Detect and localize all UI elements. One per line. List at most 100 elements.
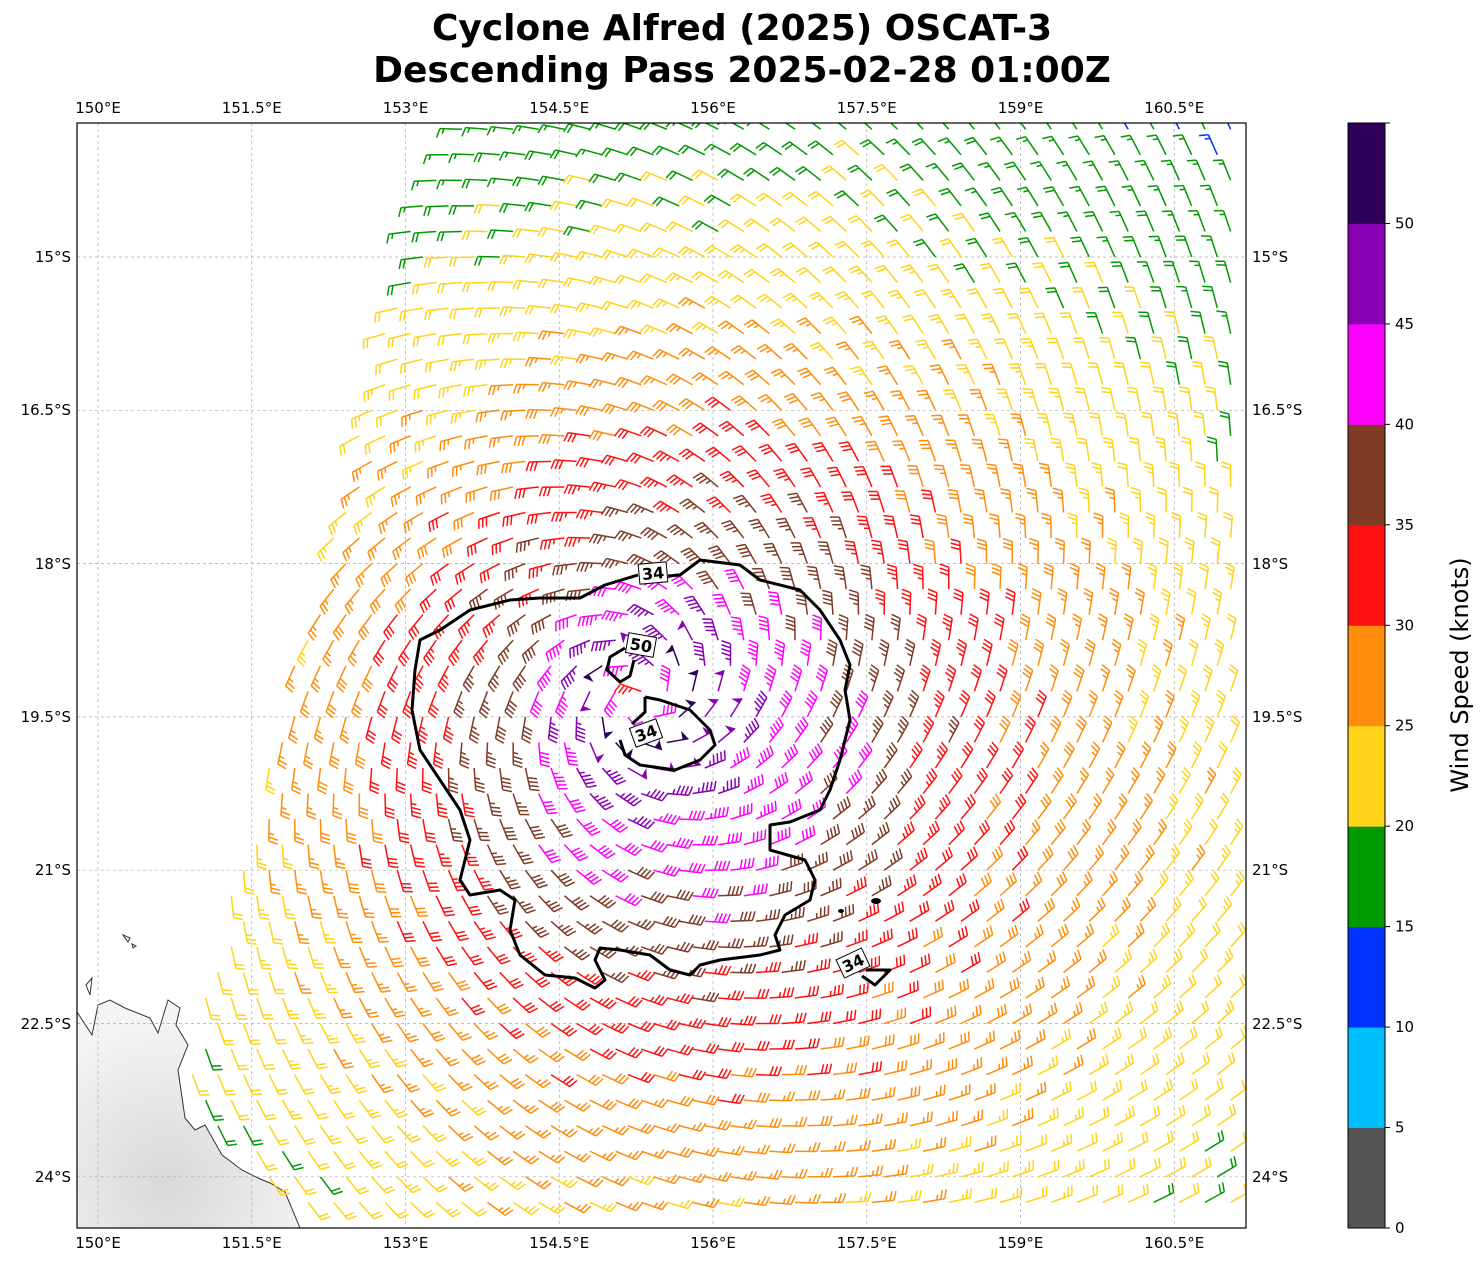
wind-barb — [427, 460, 449, 479]
wind-barb — [1095, 185, 1116, 207]
wind-barb — [1153, 1183, 1175, 1204]
contour-34kt — [410, 558, 892, 990]
wind-barb — [863, 390, 885, 411]
wind-barb — [691, 123, 719, 130]
wind-barb — [1033, 638, 1045, 666]
wind-barb — [1216, 1104, 1237, 1127]
colorbar-label: Wind Speed (knots) — [1446, 557, 1474, 793]
wind-barb — [871, 539, 885, 564]
wind-barb — [576, 1022, 604, 1036]
wind-barb — [876, 365, 899, 386]
wind-barb — [627, 1020, 656, 1033]
wind-barb — [1138, 311, 1155, 334]
wind-barb — [564, 536, 591, 547]
wind-barb — [524, 201, 552, 212]
wind-barb — [1204, 715, 1215, 743]
wind-barb — [913, 563, 924, 590]
wind-barb — [990, 136, 1013, 156]
wind-barb — [913, 289, 937, 309]
wind-barb — [666, 1044, 694, 1056]
wind-barb — [1162, 260, 1181, 283]
wind-barb — [641, 788, 669, 802]
wind-barb — [473, 818, 491, 842]
wind-barb — [524, 971, 551, 988]
wind-barb — [486, 946, 511, 965]
wind-barb — [875, 588, 886, 615]
wind-barb — [1100, 386, 1116, 411]
wind-barb — [563, 793, 586, 813]
wind-barb — [806, 743, 823, 769]
wind-barb — [1197, 511, 1208, 539]
wind-barb — [858, 1113, 883, 1127]
wind-barb — [935, 1110, 958, 1127]
wind-barb — [904, 638, 916, 666]
wind-barb — [832, 850, 853, 871]
wind-barb — [589, 894, 617, 909]
wind-barb — [718, 370, 745, 386]
wind-barb — [897, 1189, 922, 1204]
wind-barb — [1216, 1156, 1237, 1178]
wind-barb — [1204, 870, 1220, 897]
wind-barb — [979, 262, 1001, 283]
wind-barb — [538, 844, 561, 864]
wind-barb — [1004, 211, 1027, 232]
wind-barb — [1165, 896, 1182, 922]
wind-barb — [865, 440, 885, 462]
wind-barb — [1127, 870, 1144, 897]
wind-barb — [281, 1099, 303, 1121]
wind-barb — [384, 1150, 409, 1169]
wind-barb — [1076, 819, 1092, 846]
wind-barb — [679, 810, 706, 821]
wind-barb — [730, 911, 756, 923]
wind-barb — [576, 920, 603, 935]
wind-barb — [417, 537, 437, 560]
wind-barb — [478, 691, 491, 719]
wind-barb — [999, 715, 1011, 743]
colorbar-tick: 50 — [1395, 214, 1414, 232]
wind-barb — [343, 767, 354, 795]
wind-barb — [389, 435, 411, 454]
wind-barb — [909, 953, 931, 974]
wind-barb — [410, 1150, 435, 1168]
lon-tick-top: 153°E — [382, 99, 429, 117]
wind-barb — [857, 742, 873, 769]
wind-barb — [589, 1048, 617, 1060]
wind-barb — [1082, 160, 1104, 181]
wind-barb — [653, 1070, 681, 1082]
wind-barb — [743, 883, 769, 897]
wind-barb — [730, 803, 753, 820]
wind-barb — [930, 638, 942, 666]
wind-barb — [1216, 1052, 1236, 1076]
wind-barb — [1063, 949, 1082, 973]
wind-barb — [666, 837, 694, 850]
wind-barb — [965, 563, 976, 590]
wind-barb — [370, 819, 384, 844]
wind-barb — [991, 237, 1013, 258]
wind-barb — [537, 124, 565, 134]
wind-barb — [256, 946, 272, 970]
wind-barb — [242, 1125, 264, 1146]
colorbar-bin — [1348, 123, 1385, 224]
wind-barb — [423, 639, 437, 667]
wind-barb — [330, 563, 347, 589]
wind-barb — [1063, 1002, 1083, 1025]
wind-barb — [820, 1141, 846, 1152]
wind-barb — [871, 1086, 896, 1101]
wind-barb — [350, 409, 372, 429]
wind-barb — [639, 375, 668, 386]
wind-barb — [325, 691, 337, 719]
wind-barb — [768, 772, 789, 795]
lat-tick-left: 19.5°S — [20, 707, 71, 726]
wind-barb — [345, 819, 357, 845]
wind-barb — [419, 588, 437, 614]
wind-barb — [1217, 360, 1232, 385]
wind-barb — [973, 872, 992, 897]
wind-barb — [601, 1073, 630, 1085]
wind-barb — [435, 844, 453, 867]
wind-barb — [867, 490, 885, 513]
wind-barb — [666, 1146, 695, 1159]
wind-barb — [853, 465, 873, 488]
wind-barb — [993, 613, 1005, 641]
wind-barb — [901, 588, 912, 615]
wind-barb — [960, 793, 976, 820]
